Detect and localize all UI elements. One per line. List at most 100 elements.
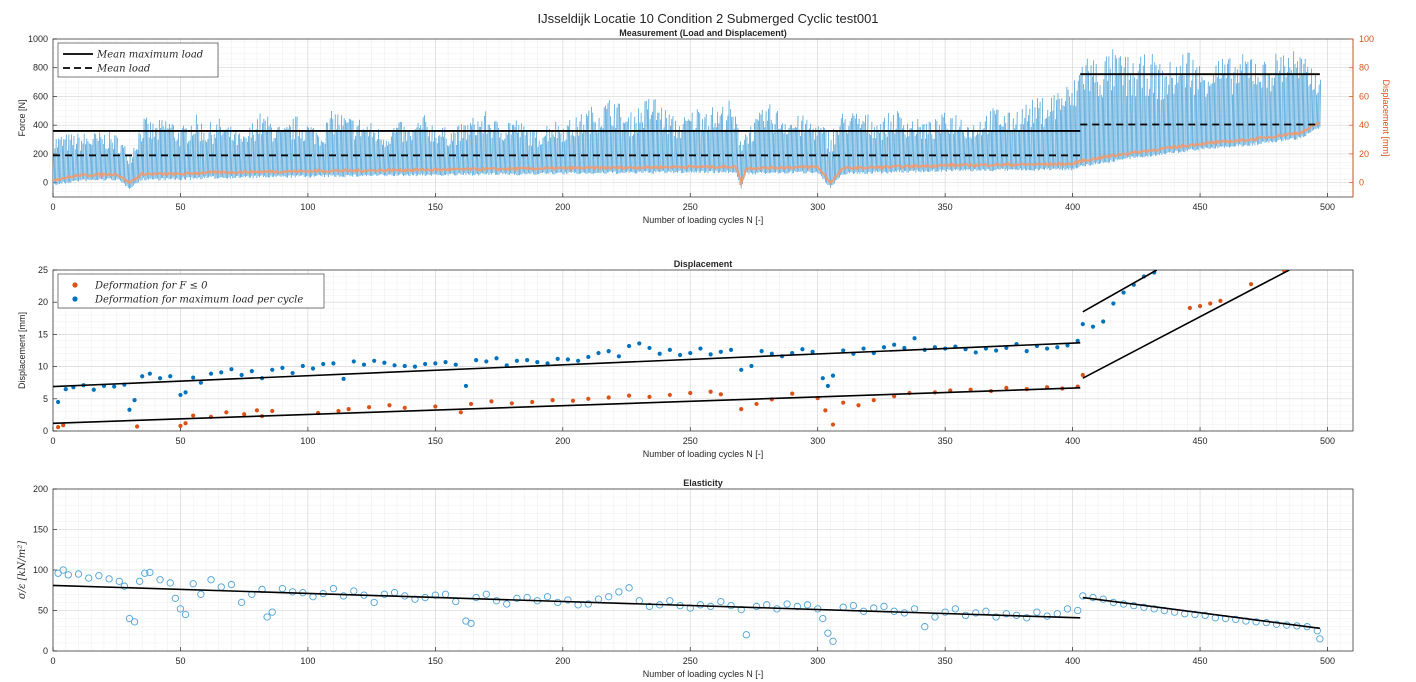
max-load-deformation-point [698,346,703,351]
max-load-deformation-point [372,358,377,363]
y-tick-label: 400 [33,120,48,130]
zero-load-deformation-point [336,408,341,414]
max-load-deformation-point [565,357,571,362]
elasticity-point [227,580,236,589]
max-load-deformation-point [310,366,316,371]
max-load-deformation-point [912,336,917,341]
max-load-deformation-point [892,342,897,347]
y-right-tick-label: 40 [1359,120,1369,130]
elasticity-point [615,588,623,596]
fit-line [53,341,1081,388]
elasticity-point [829,637,837,645]
zero-load-deformation-point [191,413,196,418]
axes-title: Elasticity [683,478,723,488]
elasticity-point [584,600,592,608]
elasticity-point [64,571,72,579]
max-load-deformation-point [1075,338,1080,343]
x-tick-label: 400 [1065,656,1080,666]
x-tick-label: 500 [1320,202,1335,212]
max-load-deformation-point [1101,319,1106,324]
max-load-deformation-point [555,356,560,361]
max-load-deformation-point [739,367,744,372]
fit-line [52,584,1081,619]
max-load-deformation-point [208,371,214,376]
max-load-deformation-point [392,363,397,368]
elasticity-point [105,575,113,583]
legend-entry: Deformation for maximum load per cycle [94,295,303,306]
x-tick-label: 200 [555,656,570,666]
elasticity-point [482,590,490,598]
axes-frame [52,269,1354,432]
max-load-deformation-point [433,361,438,366]
axes-title: Measurement (Load and Displacement) [619,28,787,38]
zero-load-deformation-point [1080,372,1085,378]
zero-load-deformation-point [61,423,66,428]
elasticity-point [605,593,613,601]
zero-load-deformation-point [402,405,407,410]
max-load-deformation-point [616,354,621,359]
x-tick-label: 150 [428,202,443,212]
elasticity-point [1252,618,1260,626]
elasticity-point [120,582,129,590]
legend-box [57,42,219,78]
zero-load-deformation-point [667,392,672,398]
zero-load-deformation-point [856,403,861,408]
y-tick-label: 5 [43,394,48,404]
max-load-deformation-point [290,370,295,376]
max-load-deformation-point [820,376,825,381]
max-load-deformation-point [504,363,509,368]
max-load-deformation-point [198,380,203,385]
max-load-deformation-point [1004,345,1009,351]
elasticity-point [115,577,123,585]
x-tick-label: 50 [175,436,185,446]
legend: Deformation for F ≤ 0 Deformation for max… [57,273,325,309]
max-load-deformation-point [219,370,224,375]
zero-load-deformation-point [606,395,611,400]
elasticity-point [176,605,185,613]
x-axis-label: Number of loading cycles N [-] [643,449,764,459]
elasticity-point [472,593,480,602]
axes-title: Displacement [674,259,733,269]
max-load-deformation-point [759,349,764,354]
x-tick-label: 100 [300,656,315,666]
x-tick-label: 250 [683,202,698,212]
elasticity-point [136,577,144,585]
max-load-deformation-point [1024,349,1029,354]
elasticity-point [1262,619,1270,627]
elasticity-point [992,613,1000,621]
max-load-deformation-point [790,350,795,356]
max-load-deformation-point [1080,321,1085,327]
zero-load-deformation-point [830,422,836,427]
elasticity-point [1079,592,1087,600]
max-load-deformation-point [881,345,887,350]
elasticity-point [849,601,858,610]
max-load-deformation-point [331,361,336,366]
zero-load-deformation-point [626,393,632,398]
elasticity-point [329,584,338,593]
elasticity-point [921,623,929,631]
y-tick-label: 15 [38,329,48,339]
elasticity-point [130,618,139,626]
max-load-deformation-point [270,367,275,372]
panels: 0 50 100 150 200 250 300 350 400 450 5000200400600… [17,28,1391,679]
max-load-deformation-point [229,367,234,372]
max-load-deformation-point [525,358,530,363]
max-load-deformation-point [91,387,96,392]
max-load-deformation-point [637,341,642,346]
zero-load-deformation-point [433,404,438,409]
elasticity-point [370,598,378,607]
elasticity-point [166,579,174,587]
y-tick-label: 25 [38,265,48,275]
elasticity-point [696,601,705,609]
zero-load-deformation-point [183,421,188,426]
max-load-deformation-point [1121,290,1126,295]
max-load-deformation-point [606,349,611,354]
zero-load-deformation-point [1004,385,1009,390]
zero-load-deformation-point [550,397,555,403]
elasticity-point [1160,606,1169,615]
max-load-deformation-point [63,387,68,392]
zero-load-deformation-point [1248,282,1254,287]
max-load-deformation-point [412,364,418,369]
panel-3: 0 50 100 150 200 250 300 350 400 450 500 0 50 100 150 2… [17,478,1354,679]
max-load-deformation-point [168,374,173,379]
